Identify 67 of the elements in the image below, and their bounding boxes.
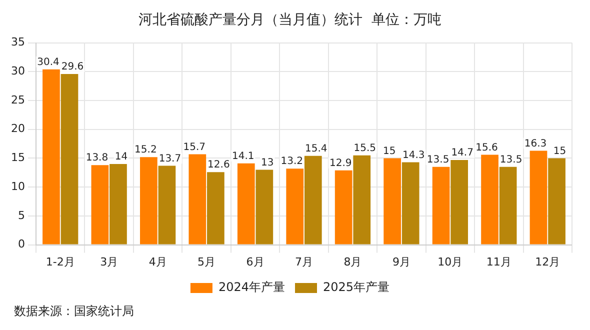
bar <box>110 164 127 244</box>
data-label: 15 <box>553 146 566 157</box>
x-tick-label: 7月 <box>295 255 313 268</box>
data-label: 14.1 <box>232 151 254 162</box>
data-label: 15.7 <box>183 142 206 153</box>
legend-label: 2025年产量 <box>323 280 390 294</box>
y-tick-label: 15 <box>10 151 25 164</box>
legend-label: 2024年产量 <box>218 280 286 294</box>
x-tick-label: 10月 <box>438 255 463 268</box>
data-label: 13 <box>261 157 274 168</box>
x-tick-label: 1-2月 <box>46 255 75 268</box>
bar <box>91 165 109 244</box>
data-label: 14 <box>114 152 128 163</box>
data-label: 13.7 <box>158 153 182 164</box>
source-note: 数据来源：国家统计局 <box>14 304 134 318</box>
bar <box>499 166 517 244</box>
bar <box>304 156 322 244</box>
y-tick-label: 35 <box>10 36 25 49</box>
bar <box>188 154 206 244</box>
y-tick-label: 25 <box>10 93 25 106</box>
x-tick-label: 8月 <box>344 255 362 268</box>
data-label: 13.5 <box>500 154 522 166</box>
bar <box>432 166 450 244</box>
x-tick-label: 11月 <box>486 255 512 268</box>
data-label: 30.4 <box>37 56 60 68</box>
y-tick-label: 5 <box>18 208 25 222</box>
x-tick-label: 12月 <box>535 255 560 268</box>
data-label: 29.6 <box>61 62 84 73</box>
bar <box>256 170 274 244</box>
bar <box>237 163 255 244</box>
data-label: 13.5 <box>426 154 450 166</box>
bar <box>353 155 371 244</box>
data-label: 15.6 <box>476 142 498 154</box>
data-label: 15.5 <box>354 142 376 154</box>
data-label: 14.7 <box>451 148 474 159</box>
data-label: 12.9 <box>329 158 352 169</box>
y-tick-label: 0 <box>18 238 25 251</box>
data-label: 12.6 <box>208 160 230 171</box>
data-label: 16.3 <box>524 138 547 150</box>
bar <box>60 74 78 244</box>
bar <box>207 172 224 244</box>
data-label: 13.2 <box>280 156 303 168</box>
x-tick-label: 4月 <box>148 255 167 268</box>
data-label: 15.2 <box>134 144 157 156</box>
y-tick-label: 20 <box>10 122 25 136</box>
bar <box>334 170 352 244</box>
bar <box>450 160 468 244</box>
x-tick-label: 6月 <box>246 255 264 268</box>
bar <box>140 157 158 244</box>
data-label: 15.4 <box>305 144 328 155</box>
x-tick-label: 3月 <box>100 255 118 268</box>
bar <box>481 154 498 244</box>
data-label: 14.3 <box>402 150 425 161</box>
data-label: 15 <box>382 146 396 157</box>
y-tick-label: 30 <box>10 64 25 78</box>
bar <box>402 162 420 244</box>
data-label: 13.8 <box>86 152 108 164</box>
bar <box>548 158 566 244</box>
bar <box>286 168 304 244</box>
x-tick-label: 9月 <box>392 255 410 268</box>
x-tick-label: 5月 <box>198 255 216 268</box>
chart-title: 河北省硫酸产量分月（当月值）统计 单位：万吨 <box>138 12 442 28</box>
bar <box>158 166 176 244</box>
bar <box>384 158 401 244</box>
y-tick-label: 10 <box>10 180 25 193</box>
bar <box>42 69 60 244</box>
bar <box>530 150 548 244</box>
